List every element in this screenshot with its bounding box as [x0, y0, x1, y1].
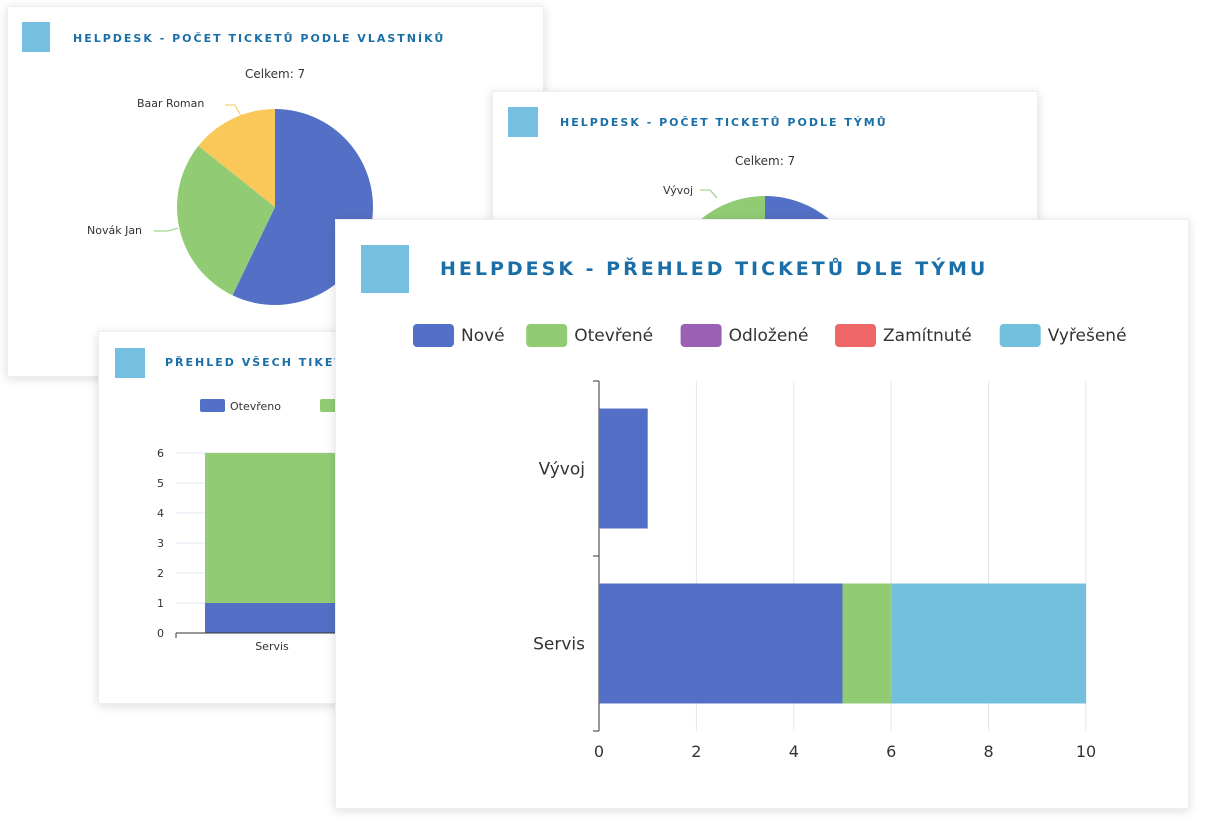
- legend-swatch: [680, 324, 722, 347]
- x-tick-label: 0: [594, 742, 604, 761]
- x-tick-label: 10: [1076, 742, 1096, 761]
- y-tick-label: 1: [157, 597, 164, 610]
- legend-swatch: [835, 324, 876, 347]
- bar-segment: [891, 583, 1086, 704]
- pie-chart-icon: [508, 107, 538, 137]
- y-tick-label: Vývoj: [539, 460, 585, 480]
- pie-label: Vývoj: [663, 184, 694, 197]
- x-tick-label: 4: [789, 742, 799, 761]
- bar-chart-icon: [115, 348, 145, 378]
- y-tick-label: 3: [157, 537, 164, 550]
- y-tick-label: 2: [157, 567, 164, 580]
- x-tick-label: 8: [984, 742, 994, 761]
- label-line: [225, 104, 242, 117]
- x-tick-label: 6: [886, 742, 896, 761]
- pie-label: Baar Roman: [137, 97, 205, 110]
- legend-label: Odložené: [729, 326, 809, 346]
- x-tick-label: Servis: [255, 640, 289, 653]
- y-tick-label: Servis: [533, 635, 585, 655]
- legend-label: Otevřené: [574, 326, 653, 346]
- y-tick-label: 4: [157, 507, 164, 520]
- bar-segment: [599, 408, 648, 529]
- pie-slice: [198, 109, 275, 207]
- pie-label: Novák Jan: [87, 224, 143, 237]
- y-tick-label: 0: [157, 627, 164, 640]
- legend-label: Otevřeno: [230, 400, 281, 413]
- legend-swatch: [200, 399, 225, 412]
- pie-total: Celkem: 7: [735, 154, 796, 168]
- card-title: HELPDESK - POČET TICKETŮ PODLE VLASTNÍKŮ: [73, 32, 446, 45]
- pie-total: Celkem: 7: [245, 67, 306, 81]
- legend-label: Nové: [461, 326, 505, 346]
- owners-card: HELPDESK - POČET TICKETŮ PODLE VLASTNÍKŮ…: [7, 6, 544, 377]
- card-title: HELPDESK - POČET TICKETŮ PODLE TÝMŮ: [560, 116, 888, 129]
- pie-slice: [176, 145, 275, 296]
- x-tick-label: 2: [691, 742, 701, 761]
- legend-label: Vyřešené: [1048, 326, 1127, 346]
- bar-segment: [599, 583, 843, 704]
- card-title: PŘEHLED VŠECH TIKETŮ: [165, 356, 355, 369]
- y-tick-label: 6: [157, 447, 164, 460]
- y-tick-label: 5: [157, 477, 164, 490]
- card-title: HELPDESK - PŘEHLED TICKETŮ DLE TÝMU: [440, 258, 989, 280]
- pie-chart-icon: [22, 22, 50, 52]
- legend-swatch: [526, 324, 568, 347]
- legend-swatch: [413, 324, 454, 347]
- bar-segment: [842, 583, 892, 704]
- main-chart: Nové Otevřené Odložené Zamítnuté Vyřešené 0 2 4…: [413, 324, 1127, 761]
- legend-label: Zamítnuté: [883, 326, 972, 346]
- horizontal-bar-chart-icon: [361, 245, 409, 293]
- legend-swatch: [999, 324, 1041, 347]
- main-card: HELPDESK - PŘEHLED TICKETŮ DLE TÝMU Nové…: [335, 219, 1189, 809]
- label-line: [154, 227, 179, 232]
- label-line: [700, 189, 718, 199]
